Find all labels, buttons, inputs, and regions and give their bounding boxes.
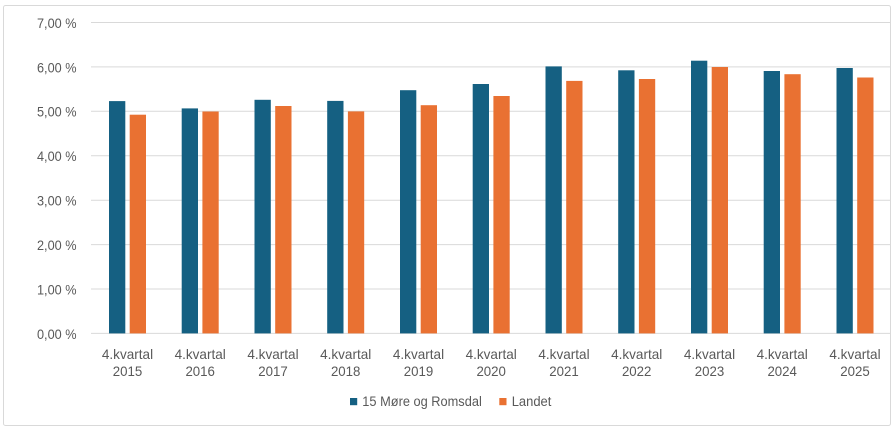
svg-text:4.kvartal: 4.kvartal <box>102 347 153 362</box>
svg-text:2022: 2022 <box>622 364 652 379</box>
svg-text:4.kvartal: 4.kvartal <box>757 347 808 362</box>
svg-text:2021: 2021 <box>549 364 579 379</box>
svg-text:2017: 2017 <box>258 364 288 379</box>
svg-text:6,00 %: 6,00 % <box>37 60 77 75</box>
svg-text:2016: 2016 <box>185 364 215 379</box>
svg-text:4.kvartal: 4.kvartal <box>538 347 589 362</box>
svg-text:4,00 %: 4,00 % <box>37 149 77 164</box>
svg-text:4.kvartal: 4.kvartal <box>175 347 226 362</box>
svg-text:0,00 %: 0,00 % <box>37 327 77 342</box>
svg-text:4.kvartal: 4.kvartal <box>247 347 298 362</box>
svg-text:4.kvartal: 4.kvartal <box>829 347 880 362</box>
svg-text:5,00 %: 5,00 % <box>37 105 77 120</box>
svg-text:4.kvartal: 4.kvartal <box>611 347 662 362</box>
svg-text:2025: 2025 <box>840 364 870 379</box>
svg-text:Landet: Landet <box>512 394 552 409</box>
svg-text:3,00 %: 3,00 % <box>37 194 77 209</box>
svg-text:2019: 2019 <box>404 364 434 379</box>
svg-text:2,00 %: 2,00 % <box>37 238 77 253</box>
svg-text:4.kvartal: 4.kvartal <box>320 347 371 362</box>
svg-text:7,00 %: 7,00 % <box>37 16 77 31</box>
svg-text:2024: 2024 <box>767 364 797 379</box>
svg-text:2015: 2015 <box>113 364 143 379</box>
svg-text:2023: 2023 <box>695 364 725 379</box>
svg-text:1,00 %: 1,00 % <box>37 282 77 297</box>
svg-text:2018: 2018 <box>331 364 361 379</box>
svg-text:4.kvartal: 4.kvartal <box>684 347 735 362</box>
svg-text:4.kvartal: 4.kvartal <box>466 347 517 362</box>
svg-text:2020: 2020 <box>476 364 506 379</box>
svg-text:4.kvartal: 4.kvartal <box>393 347 444 362</box>
svg-text:15 Møre og Romsdal: 15 Møre og Romsdal <box>362 394 482 409</box>
